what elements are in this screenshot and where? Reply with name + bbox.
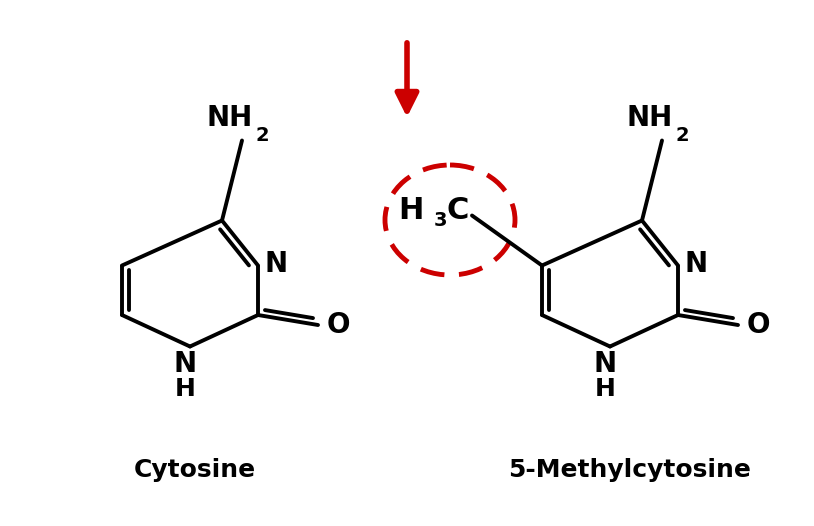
Text: 2: 2: [255, 126, 269, 145]
Text: 3: 3: [434, 211, 448, 230]
Text: H: H: [399, 196, 424, 225]
Text: C: C: [446, 196, 468, 225]
Text: N: N: [685, 249, 707, 278]
Text: Cytosine: Cytosine: [134, 458, 256, 482]
Text: O: O: [746, 311, 770, 339]
Text: N: N: [265, 249, 287, 278]
Text: O: O: [326, 311, 350, 339]
Text: N: N: [173, 350, 196, 379]
Text: H: H: [174, 377, 195, 400]
Text: NH: NH: [207, 105, 253, 133]
Text: 5-Methylcytosine: 5-Methylcytosine: [509, 458, 751, 482]
Text: 2: 2: [675, 126, 689, 145]
Text: NH: NH: [627, 105, 673, 133]
Text: H: H: [594, 377, 615, 400]
Text: N: N: [593, 350, 616, 379]
